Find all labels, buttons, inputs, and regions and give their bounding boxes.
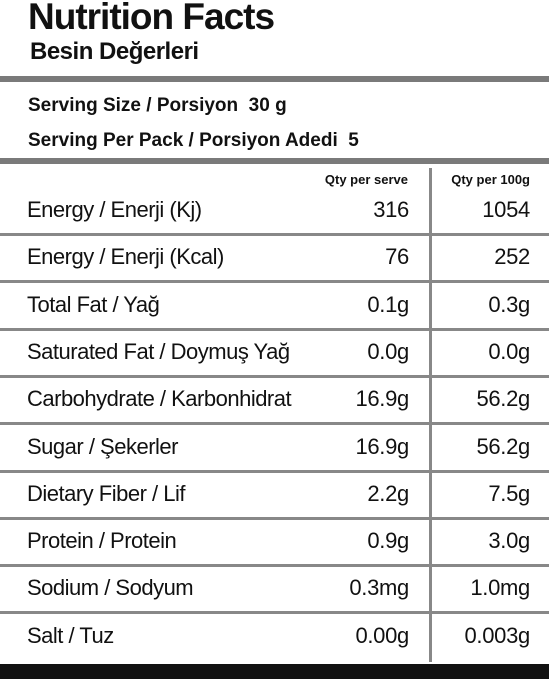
value-per-100g: 0.003g <box>464 622 531 648</box>
row-label: Protein / Protein <box>27 528 177 554</box>
value-per-serve: 16.9g <box>355 433 409 459</box>
title: Nutrition Facts <box>28 0 275 37</box>
column-header: Qty per 100g <box>451 172 530 187</box>
row-divider <box>0 469 549 473</box>
value-per-serve: 0.0g <box>367 338 409 364</box>
row-label: Sodium / Sodyum <box>27 575 194 601</box>
bottom-bar <box>0 664 549 679</box>
row-divider <box>0 374 549 378</box>
row-label: Total Fat / Yağ <box>27 291 160 317</box>
row-divider <box>0 280 549 284</box>
row-divider <box>0 564 549 568</box>
value-per-serve: 76 <box>385 244 409 270</box>
serving-size: Serving Size / Porsiyon 30 g <box>28 95 287 116</box>
column-divider <box>429 168 432 662</box>
value-per-serve: 0.1g <box>367 291 409 317</box>
value-per-100g: 252 <box>494 244 530 270</box>
row-label: Energy / Enerji (Kcal) <box>27 244 224 270</box>
row-label: Sugar / Şekerler <box>27 433 178 459</box>
servings-per-pack: Serving Per Pack / Porsiyon Adedi 5 <box>28 130 359 151</box>
value-per-100g: 56.2g <box>476 433 530 459</box>
row-label: Saturated Fat / Doymuş Yağ <box>27 338 290 364</box>
value-per-100g: 1054 <box>482 197 530 222</box>
row-label: Carbohydrate / Karbonhidrat <box>27 386 292 412</box>
value-per-100g: 7.5g <box>488 480 530 506</box>
row-divider <box>0 422 549 426</box>
value-per-serve: 0.00g <box>355 622 409 648</box>
row-label: Dietary Fiber / Lif <box>27 480 186 506</box>
value-per-100g: 1.0mg <box>470 575 530 601</box>
row-divider <box>0 327 549 331</box>
value-per-100g: 56.2g <box>476 386 530 412</box>
value-per-serve: 316 <box>373 197 409 222</box>
value-per-serve: 16.9g <box>355 386 409 412</box>
value-per-100g: 3.0g <box>488 528 530 554</box>
row-divider <box>0 233 549 236</box>
value-per-100g: 0.3g <box>488 291 530 317</box>
value-per-serve: 2.2g <box>367 480 409 506</box>
value-per-serve: 0.3mg <box>349 575 409 601</box>
divider <box>0 76 549 82</box>
row-label: Salt / Tuz <box>27 622 114 648</box>
subtitle: Besin Değerleri <box>30 38 199 65</box>
divider <box>0 158 549 164</box>
row-label: Energy / Enerji (Kj) <box>27 197 202 222</box>
value-per-100g: 0.0g <box>488 338 530 364</box>
value-per-serve: 0.9g <box>367 528 409 554</box>
row-divider <box>0 611 549 615</box>
row-divider <box>0 516 549 520</box>
column-header: Qty per serve <box>324 172 408 187</box>
